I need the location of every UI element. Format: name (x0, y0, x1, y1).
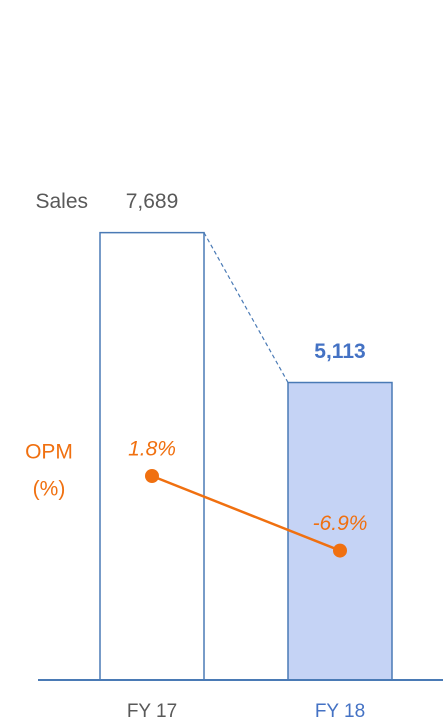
x-tick-label: FY 17 (127, 701, 177, 722)
point (333, 543, 347, 558)
series-label: OPM (25, 441, 73, 464)
connector (203, 232, 289, 383)
x-tick-label: FY 18 (315, 701, 365, 722)
bar (287, 381, 393, 681)
bar (99, 231, 205, 681)
point (145, 469, 159, 483)
series-label: Sales (35, 190, 88, 213)
bar-value-label: 7,689 (126, 190, 179, 213)
bar-value-label: 5,113 (314, 340, 365, 363)
point-value-label: -6.9% (313, 512, 368, 535)
line (151, 474, 341, 552)
point-value-label: 1.8% (128, 438, 176, 461)
series-unit: (%) (33, 478, 66, 501)
